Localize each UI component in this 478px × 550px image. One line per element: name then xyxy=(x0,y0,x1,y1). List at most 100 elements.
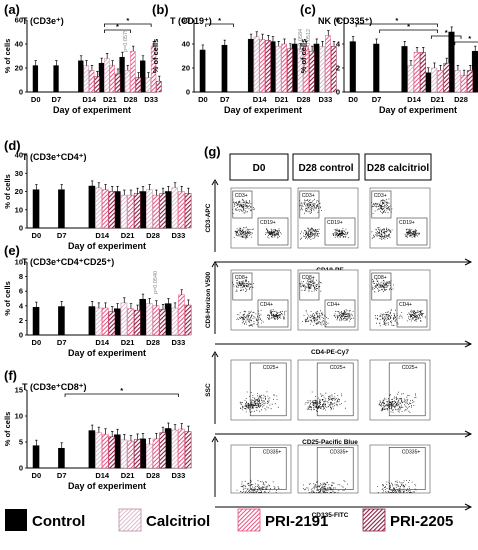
flow-plot: CD25+ xyxy=(369,359,431,421)
panel-label: (f) xyxy=(4,368,17,383)
x-axis-label: Day of experiment xyxy=(68,481,146,491)
bar-pri-2205-d21 xyxy=(115,73,121,93)
panel-label: (a) xyxy=(4,2,20,17)
x-tick-label: D14 xyxy=(95,231,110,240)
flow-y-axis-label: CD8-Horizon V500 xyxy=(205,271,212,328)
legend-label-calcitriol: Calcitriol xyxy=(146,513,210,530)
x-tick-label: D7 xyxy=(57,338,67,347)
flow-plot-frame xyxy=(297,444,359,494)
flow-scatter-points xyxy=(371,278,426,327)
significance-bracket xyxy=(104,23,152,27)
bar-control-d7 xyxy=(58,306,65,336)
bar-calcitriol-d14 xyxy=(253,36,260,93)
y-tick-label: 20 xyxy=(182,64,190,73)
x-tick-label: D33 xyxy=(172,231,186,240)
flow-scatter-points xyxy=(304,391,346,412)
x-tick-label: D28 xyxy=(297,95,311,104)
chart-title: T (CD19⁺) xyxy=(170,16,212,26)
x-axis-label: Day of experiment xyxy=(68,241,146,251)
flow-gate xyxy=(324,217,356,246)
flow-gate xyxy=(249,447,287,490)
y-tick-label: 4 xyxy=(336,40,341,49)
flow-gate xyxy=(299,272,320,301)
bar-pri-2191-d21 xyxy=(281,43,287,93)
bar-pri-2191-d14 xyxy=(88,70,95,93)
flow-plot: CD3+ CD19+ xyxy=(369,187,431,249)
bar-pri-2191-d28 xyxy=(152,194,160,229)
flow-scatter-points xyxy=(236,479,280,493)
bar-control-d0 xyxy=(349,41,356,93)
flow-y-arrowhead xyxy=(211,351,219,358)
y-tick-label: 40 xyxy=(15,40,23,49)
bar-calcitriol-d28 xyxy=(124,70,131,93)
flow-plot: CD25+ xyxy=(230,359,292,421)
bar-control-d14 xyxy=(88,430,96,469)
flow-column-header: D28 calcitriol xyxy=(367,163,429,174)
flow-gate-label: CD3+ xyxy=(235,193,248,199)
bar-calcitriol-d14 xyxy=(83,65,89,93)
x-tick-label: D33 xyxy=(319,95,333,104)
bar-control-d21 xyxy=(424,72,431,93)
flow-plot: CD25+ xyxy=(297,359,359,421)
bar-pri-2191-d28 xyxy=(460,74,467,93)
y-tick-label: 0 xyxy=(19,331,23,340)
y-tick-label: 4 xyxy=(19,301,24,310)
flow-plot: CD8+ CD4+ xyxy=(369,269,431,331)
x-tick-label: D7 xyxy=(57,471,67,480)
bar-pri-2205-d28 xyxy=(309,50,315,93)
y-tick-label: 6 xyxy=(19,287,23,296)
bar-pri-2191-d14 xyxy=(101,433,109,469)
significance-star: * xyxy=(126,16,129,25)
panel-label: (g) xyxy=(204,144,221,159)
flow-column-header: D28 control xyxy=(298,163,353,174)
flow-gate-label: CD335+ xyxy=(263,449,282,455)
y-axis-label: % of cells xyxy=(299,39,308,74)
panel-label: (e) xyxy=(4,243,20,258)
y-tick-label: 0 xyxy=(186,88,190,97)
bar-calcitriol-d14 xyxy=(95,307,102,336)
flow-plot: CD3+ CD19+ xyxy=(297,187,359,249)
legend-swatch-control xyxy=(5,509,27,531)
p-value-label: p=0.0540 xyxy=(153,271,159,294)
bar-control-d28 xyxy=(119,56,125,93)
bar-pri-2191-d21 xyxy=(437,70,444,93)
flow-plot: CD335+ xyxy=(297,444,359,494)
bar-pri-2205-d33 xyxy=(184,304,192,336)
y-tick-label: 0 xyxy=(19,464,23,473)
p-value-label: p=0.0579 xyxy=(123,29,129,52)
bar-pri-2191-d33 xyxy=(325,35,331,93)
flow-gate xyxy=(232,190,253,219)
bar-pri-2205-d28 xyxy=(135,77,141,93)
bar-control-d0 xyxy=(32,65,39,93)
flow-column-header-box xyxy=(364,153,432,181)
bar-control-d21 xyxy=(98,62,105,93)
y-tick-label: 0 xyxy=(336,88,340,97)
y-axis-label: % of cells xyxy=(3,174,12,209)
bar-control-d14 xyxy=(88,185,96,229)
x-tick-label: D21 xyxy=(431,95,445,104)
legend-label-pri2205: PRI-2205 xyxy=(390,513,453,530)
x-tick-label: D7 xyxy=(372,95,382,104)
flow-gate xyxy=(388,362,426,417)
bar-calcitriol-d28 xyxy=(454,70,461,93)
flow-gate-label: CD25+ xyxy=(402,365,418,371)
bar-pri-2205-d14 xyxy=(108,191,116,229)
bar-pri-2191-d28 xyxy=(130,50,136,93)
flow-gate xyxy=(316,362,354,417)
bar-control-d28 xyxy=(448,31,455,93)
flow-gate xyxy=(257,299,289,328)
bar-calcitriol-d14 xyxy=(95,432,102,469)
bar-pri-2191-d21 xyxy=(127,194,134,229)
significance-bracket xyxy=(205,23,234,27)
x-tick-label: D14 xyxy=(407,95,422,104)
flow-gate xyxy=(396,299,428,328)
y-tick-label: 60 xyxy=(15,16,23,25)
bar-pri-2205-d14 xyxy=(108,311,116,336)
legend-label-control: Control xyxy=(32,513,85,530)
flow-plot-frame xyxy=(230,359,292,421)
panel-label: (c) xyxy=(300,2,316,17)
